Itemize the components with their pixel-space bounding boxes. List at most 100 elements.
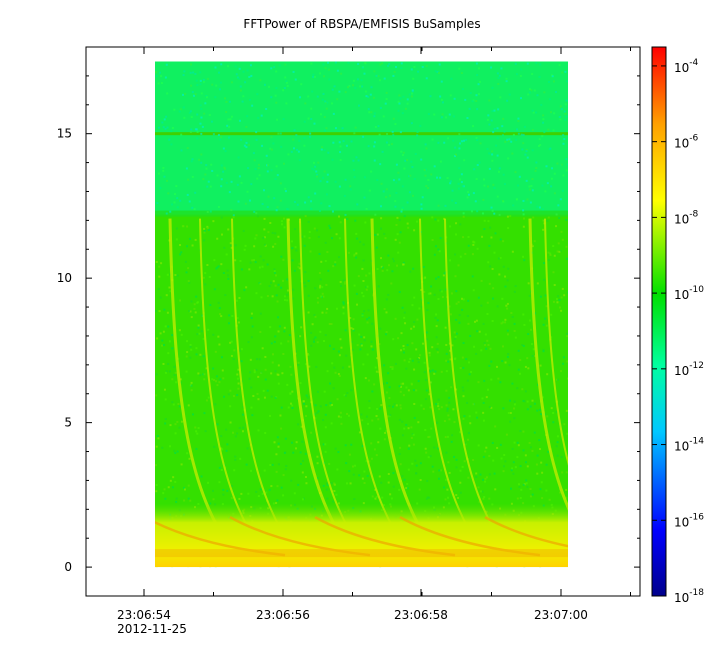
noise-pixel [506, 355, 509, 358]
noise-pixel [335, 493, 338, 496]
noise-pixel [261, 347, 264, 350]
noise-pixel [273, 197, 276, 200]
noise-pixel [373, 383, 376, 386]
noise-pixel [167, 352, 170, 355]
noise-pixel [201, 125, 204, 128]
noise-pixel [480, 279, 483, 282]
noise-pixel [555, 378, 558, 381]
noise-pixel [350, 327, 353, 330]
noise-pixel [290, 373, 293, 376]
noise-pixel [200, 116, 203, 119]
noise-pixel [293, 492, 296, 495]
noise-pixel [216, 266, 219, 269]
noise-pixel [169, 210, 172, 213]
noise-pixel [380, 182, 383, 185]
noise-pixel [530, 89, 533, 92]
noise-pixel [414, 153, 417, 156]
noise-pixel [439, 160, 442, 163]
noise-pixel [185, 271, 188, 274]
noise-pixel [484, 480, 487, 483]
noise-pixel [397, 337, 400, 340]
noise-pixel [285, 81, 288, 84]
noise-pixel [324, 259, 327, 262]
noise-pixel [346, 412, 349, 415]
noise-pixel [155, 310, 158, 313]
noise-pixel [481, 478, 484, 481]
noise-pixel [361, 66, 364, 69]
noise-pixel [339, 411, 342, 414]
noise-pixel [420, 288, 423, 291]
noise-pixel [297, 361, 300, 364]
noise-pixel [472, 243, 475, 246]
noise-pixel [355, 292, 358, 295]
noise-pixel [497, 77, 500, 80]
noise-pixel [162, 492, 165, 495]
noise-pixel [391, 405, 394, 408]
noise-pixel [436, 319, 439, 322]
noise-pixel [443, 486, 446, 489]
noise-pixel [326, 482, 329, 485]
noise-pixel [212, 133, 215, 136]
noise-pixel [183, 499, 186, 502]
upper-band [155, 61, 568, 215]
noise-pixel [331, 88, 334, 91]
noise-pixel [315, 170, 318, 173]
noise-pixel [284, 76, 287, 79]
noise-pixel [553, 112, 556, 115]
noise-pixel [525, 179, 528, 182]
noise-pixel [155, 75, 158, 78]
noise-pixel [165, 370, 168, 373]
noise-pixel [431, 138, 434, 141]
noise-pixel [476, 247, 479, 250]
noise-pixel [516, 441, 519, 444]
noise-pixel [383, 364, 386, 367]
noise-pixel [517, 132, 520, 135]
noise-pixel [516, 128, 519, 131]
noise-pixel [440, 116, 443, 119]
noise-pixel [158, 71, 161, 74]
noise-pixel [174, 423, 177, 426]
noise-pixel [198, 158, 201, 161]
noise-pixel [510, 487, 513, 490]
noise-pixel [218, 481, 221, 484]
noise-pixel [437, 72, 440, 75]
noise-pixel [339, 281, 342, 284]
noise-pixel [509, 215, 512, 218]
noise-pixel [476, 210, 479, 213]
noise-pixel [168, 138, 171, 141]
noise-pixel [525, 482, 528, 485]
noise-pixel [542, 278, 545, 281]
noise-pixel [467, 476, 470, 479]
noise-pixel [500, 457, 503, 460]
noise-pixel [220, 435, 223, 438]
noise-pixel [416, 318, 419, 321]
noise-pixel [415, 220, 418, 223]
noise-pixel [486, 185, 489, 188]
noise-pixel [415, 464, 418, 467]
noise-pixel [410, 68, 413, 71]
noise-pixel [186, 340, 189, 343]
noise-pixel [516, 456, 519, 459]
noise-pixel [255, 138, 258, 141]
noise-pixel [516, 497, 519, 500]
noise-pixel [488, 364, 491, 367]
noise-pixel [531, 449, 534, 452]
noise-pixel [202, 337, 205, 340]
noise-pixel [425, 331, 428, 334]
noise-pixel [240, 181, 243, 184]
noise-pixel [268, 488, 271, 491]
noise-pixel [502, 345, 505, 348]
noise-pixel [476, 74, 479, 77]
noise-pixel [280, 406, 283, 409]
noise-pixel [420, 404, 423, 407]
noise-pixel [253, 259, 256, 262]
noise-pixel [322, 340, 325, 343]
noise-pixel [390, 143, 393, 146]
noise-pixel [513, 329, 516, 332]
noise-pixel [363, 310, 366, 313]
noise-pixel [286, 299, 289, 302]
noise-pixel [164, 422, 167, 425]
noise-pixel [254, 261, 257, 264]
noise-pixel [482, 411, 485, 414]
noise-pixel [565, 245, 568, 248]
